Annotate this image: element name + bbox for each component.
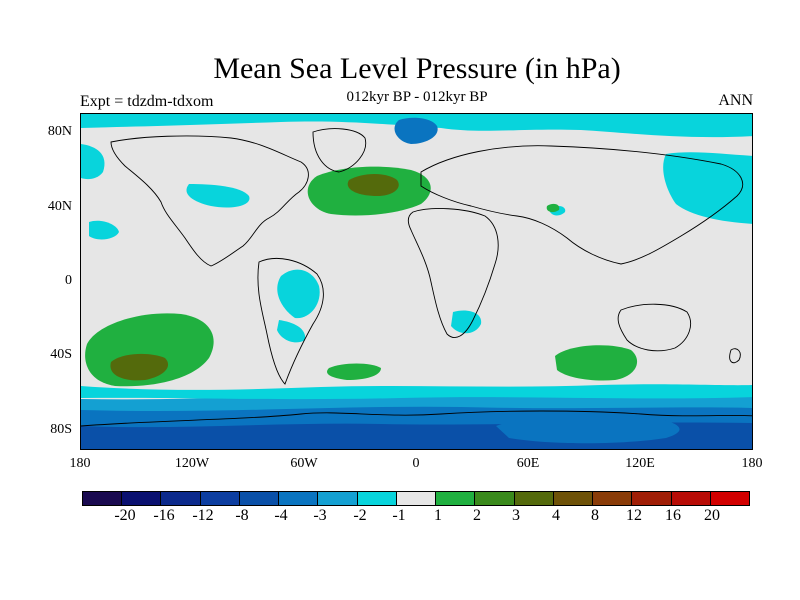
colorbar-swatch (553, 492, 594, 505)
coastlines (81, 128, 752, 427)
coast-north-america (110, 135, 309, 267)
colorbar-label: 3 (512, 507, 520, 524)
colorbar-swatch (632, 492, 672, 505)
colorbar-swatch (671, 492, 711, 505)
asia-small-green (546, 203, 560, 213)
colorbar-label: -20 (114, 507, 136, 524)
colorbar-label: 8 (591, 507, 599, 524)
colorbar-swatch (200, 492, 240, 505)
arctic-mid-blue-patch (394, 117, 438, 144)
south-pacific-dark-green (110, 353, 169, 381)
lat-label-equator: 0 (65, 273, 72, 288)
colorbar-label: -16 (153, 507, 175, 524)
north-pacific-west-cyan (81, 144, 105, 180)
antarctic-embayment-mid-blue (496, 413, 680, 444)
lon-label-120w: 120W (174, 456, 210, 471)
south-america-cyan (277, 269, 320, 319)
colorbar-swatch (279, 492, 319, 505)
colorbar-label: 4 (552, 507, 560, 524)
season-label: ANN (718, 92, 753, 109)
colorbar-swatch (475, 492, 515, 505)
colorbar-label: -1 (392, 507, 406, 524)
experiment-label: Expt = tdzdm-tdxom (80, 93, 214, 110)
colorbar-label: 12 (626, 507, 642, 524)
lon-label-180w: 180 (69, 456, 91, 471)
colorbar-label: -4 (274, 507, 288, 524)
coast-eurasia (420, 145, 743, 265)
colorbar-swatch (593, 492, 633, 505)
lon-label-60w: 60W (290, 456, 318, 471)
colorbar-label: 20 (704, 507, 720, 524)
colorbar-label: 16 (665, 507, 681, 524)
colorbar-swatch (436, 492, 476, 505)
lon-label-120e: 120E (625, 456, 655, 471)
map-subtitle: 012kyr BP - 012kyr BP (346, 89, 488, 105)
coast-new-zealand (729, 348, 741, 364)
colorbar-swatch (357, 492, 397, 505)
lat-label-80n: 80N (47, 124, 72, 139)
lat-label-40n: 40N (47, 199, 72, 214)
south-atlantic-green (327, 363, 381, 380)
lat-label-40s: 40S (50, 347, 72, 362)
indian-ocean-green (555, 345, 638, 381)
map-title: Mean Sea Level Pressure (in hPa) (213, 52, 621, 85)
colorbar-label: 1 (434, 507, 442, 524)
colorbar (82, 491, 750, 506)
pressure-map-canvas (81, 114, 752, 449)
coast-australia (617, 303, 691, 352)
colorbar-swatch (122, 492, 162, 505)
southern-africa-cyan (451, 310, 482, 334)
pressure-map (80, 113, 753, 450)
colorbar-swatch (514, 492, 554, 505)
colorbar-label: -12 (192, 507, 214, 524)
coast-africa (407, 208, 499, 338)
colorbar-swatch (161, 492, 201, 505)
colorbar-swatch (83, 492, 123, 505)
north-atlantic-cyan (186, 184, 250, 208)
lat-label-80s: 80S (50, 422, 72, 437)
colorbar-label: 2 (473, 507, 481, 524)
southern-ocean-cyan-band (81, 384, 752, 400)
colorbar-swatch (239, 492, 280, 505)
lon-label-0: 0 (412, 456, 420, 471)
lon-label-180e: 180 (741, 456, 763, 471)
colorbar-label: -8 (235, 507, 249, 524)
subtropical-pacific-cyan (89, 220, 119, 240)
coast-greenland (312, 128, 367, 173)
lon-label-60e: 60E (516, 456, 540, 471)
patagonia-cyan (277, 320, 306, 343)
north-pacific-cyan (663, 152, 752, 224)
colorbar-swatch (710, 492, 749, 505)
coast-antarctica (81, 410, 752, 427)
colorbar-label: -3 (313, 507, 327, 524)
colorbar-label: -2 (353, 507, 367, 524)
colorbar-swatch (396, 492, 437, 505)
colorbar-swatch (318, 492, 358, 505)
coast-south-america (257, 257, 324, 385)
north-atlantic-dark-green (347, 174, 399, 196)
